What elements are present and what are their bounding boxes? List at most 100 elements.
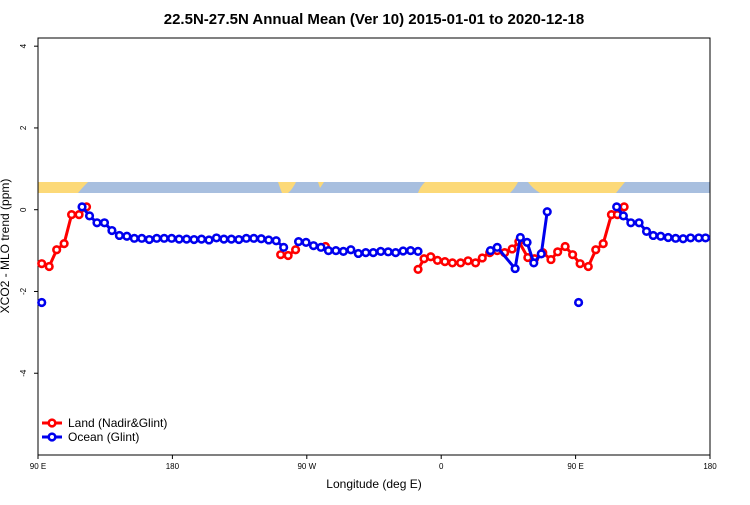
data-point bbox=[560, 241, 570, 252]
data-point bbox=[685, 233, 696, 243]
legend-swatch-marker bbox=[47, 432, 57, 442]
data-point bbox=[553, 247, 563, 257]
data-point bbox=[59, 239, 69, 249]
data-point bbox=[413, 246, 423, 257]
data-point bbox=[542, 207, 552, 217]
land-band bbox=[318, 182, 324, 188]
data-point bbox=[107, 225, 117, 236]
data-point bbox=[44, 261, 54, 272]
data-point bbox=[122, 231, 132, 241]
data-point bbox=[368, 248, 378, 258]
data-point bbox=[634, 218, 644, 228]
data-point bbox=[507, 244, 517, 254]
legend-label: Ocean (Glint) bbox=[68, 430, 139, 444]
x-tick-label: 90 E bbox=[30, 462, 46, 471]
data-point bbox=[447, 258, 458, 268]
x-tick-label: 90 E bbox=[567, 462, 583, 471]
y-axis-label: XCO2 - MLO trend (ppm) bbox=[0, 179, 12, 314]
data-point bbox=[510, 263, 520, 274]
data-point bbox=[376, 246, 386, 257]
data-point bbox=[383, 247, 393, 257]
data-point bbox=[492, 242, 502, 252]
data-point bbox=[671, 233, 681, 243]
data-point bbox=[279, 242, 289, 252]
land-band bbox=[418, 182, 518, 193]
data-point bbox=[77, 202, 87, 212]
data-point bbox=[626, 218, 636, 228]
data-point bbox=[426, 252, 436, 262]
y-tick-label: 4 bbox=[19, 43, 28, 48]
data-point bbox=[137, 233, 147, 243]
data-point bbox=[283, 250, 293, 261]
data-point bbox=[271, 236, 281, 246]
plot-frame bbox=[37, 37, 711, 456]
data-point bbox=[346, 245, 356, 255]
data-point bbox=[99, 218, 110, 228]
x-tick-label: 180 bbox=[703, 462, 717, 471]
data-point bbox=[432, 255, 443, 266]
data-point bbox=[167, 233, 177, 243]
data-point bbox=[152, 233, 162, 243]
land-band bbox=[278, 182, 296, 193]
y-tick-label: -4 bbox=[19, 369, 28, 377]
data-point bbox=[573, 297, 584, 308]
data-point bbox=[522, 237, 532, 248]
data-point bbox=[536, 249, 546, 259]
data-point bbox=[619, 202, 629, 212]
x-axis-label: Longitude (deg E) bbox=[326, 477, 421, 491]
y-tick-label: 0 bbox=[19, 207, 28, 212]
data-point bbox=[52, 245, 62, 255]
data-point bbox=[331, 245, 341, 256]
data-point bbox=[700, 233, 711, 243]
data-point bbox=[196, 234, 207, 244]
data-point bbox=[226, 234, 236, 244]
land-band bbox=[38, 182, 88, 193]
data-point bbox=[463, 256, 473, 266]
x-tick-label: 90 W bbox=[297, 462, 316, 471]
data-point bbox=[612, 202, 622, 212]
data-point bbox=[591, 245, 601, 255]
data-point bbox=[413, 264, 423, 274]
chart-title: 22.5N-27.5N Annual Mean (Ver 10) 2015-01… bbox=[164, 11, 584, 28]
data-point bbox=[391, 248, 401, 258]
data-point bbox=[234, 234, 244, 245]
data-point bbox=[301, 237, 311, 248]
data-point bbox=[219, 234, 229, 244]
data-point bbox=[546, 254, 556, 265]
y-tick-label: 2 bbox=[19, 125, 28, 130]
data-point bbox=[84, 211, 95, 221]
data-point bbox=[144, 234, 154, 245]
data-point bbox=[575, 259, 585, 269]
data-point bbox=[114, 230, 124, 241]
data-point bbox=[477, 253, 487, 263]
data-point bbox=[291, 245, 301, 255]
data-point bbox=[641, 226, 652, 236]
data-point bbox=[470, 258, 481, 268]
data-point bbox=[308, 241, 319, 251]
data-point bbox=[361, 248, 371, 258]
data-point bbox=[353, 248, 363, 259]
data-point bbox=[323, 245, 334, 256]
data-point bbox=[656, 231, 666, 241]
data-point bbox=[249, 233, 259, 243]
data-point bbox=[598, 239, 608, 249]
data-point bbox=[456, 258, 466, 268]
data-point bbox=[204, 235, 214, 245]
data-point bbox=[568, 250, 578, 260]
data-point bbox=[529, 258, 539, 268]
data-point bbox=[398, 246, 408, 256]
data-point bbox=[174, 234, 184, 244]
land-band bbox=[528, 182, 625, 193]
data-point bbox=[276, 250, 286, 260]
data-point bbox=[181, 234, 192, 244]
data-point bbox=[264, 235, 274, 245]
ocean-band bbox=[38, 182, 710, 193]
data-point bbox=[663, 232, 673, 243]
data-point bbox=[37, 259, 47, 269]
data-point bbox=[129, 233, 139, 243]
data-point bbox=[159, 233, 169, 243]
data-point bbox=[66, 210, 77, 220]
data-point bbox=[256, 234, 266, 244]
y-tick-label: -2 bbox=[19, 287, 28, 295]
